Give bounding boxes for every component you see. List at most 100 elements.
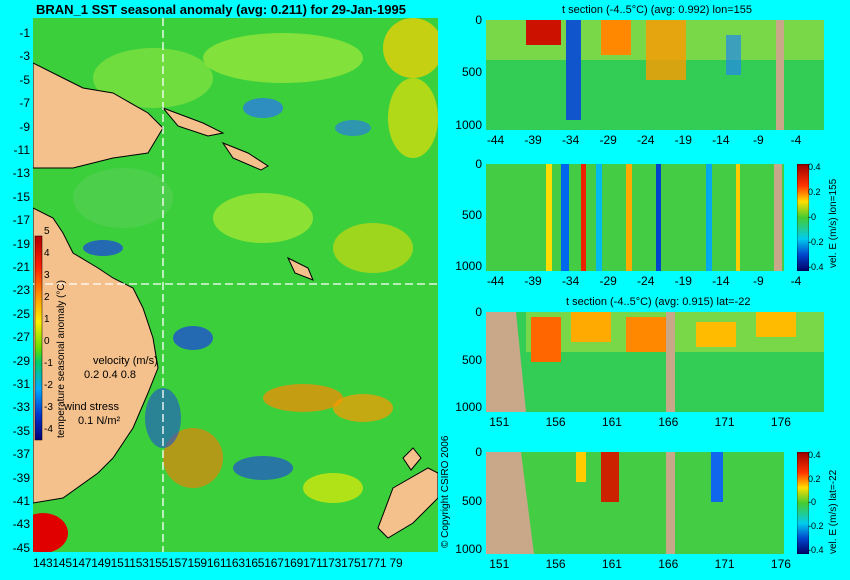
- section2-y-tick: 500: [461, 207, 482, 222]
- section4-x-tick: 156: [545, 557, 566, 571]
- section1-x-tick: -9: [753, 133, 764, 147]
- colorbar-tick: 0: [44, 336, 50, 347]
- section1-x-tick: -14: [712, 133, 730, 147]
- colorbar-tick: -3: [44, 402, 53, 413]
- section4-x-tick: 161: [601, 557, 622, 571]
- section2-x-tick: -34: [561, 274, 580, 288]
- colorbar-tick: -4: [44, 424, 53, 435]
- map-y-tick: -3: [19, 49, 30, 64]
- section2-colorbar-label: vel. E (m/s) lon=155: [828, 178, 839, 268]
- section1-x-tick: -34: [561, 133, 580, 147]
- map-y-tick: -11: [13, 143, 30, 157]
- map-colorbar: [34, 235, 43, 441]
- section2-x-tick: -14: [712, 274, 730, 288]
- wind-stress-scale: 0.1 N/m²: [78, 415, 121, 427]
- map-y-tick: -39: [12, 470, 30, 485]
- map-colorbar-ticks: 5 4 3 2 1 0 -1 -2 -3 -4: [44, 226, 64, 438]
- section4-y-tick: 1000: [455, 542, 482, 557]
- map-y-tick: -35: [12, 423, 30, 438]
- section1-x-tick: -19: [674, 133, 692, 147]
- section2-colorbar-tick: -0: [808, 211, 817, 222]
- section4-colorbar-tick: -0.4: [808, 544, 824, 555]
- section2-x-tick: -4: [790, 274, 802, 288]
- section3-x-tick: 151: [489, 415, 510, 429]
- colorbar-tick: -2: [44, 380, 53, 391]
- section4-plot: [486, 452, 784, 554]
- map-y-tick: -41: [12, 494, 30, 508]
- section3-x-tick: 171: [714, 415, 735, 429]
- section4-colorbar-tick: -0.2: [808, 521, 824, 532]
- section3-title: t section (-4..5°C) (avg: 0.915) lat=-22: [566, 296, 751, 308]
- colorbar-tick: 3: [44, 270, 50, 281]
- section1-plot: [486, 20, 824, 130]
- map-y-tick: -37: [12, 447, 30, 462]
- colorbar-label: temperature seasonal anomaly (°C): [56, 280, 67, 438]
- section2-x-tick: -19: [674, 274, 692, 288]
- map-title: BRAN_1 SST seasonal anomaly (avg: 0.211)…: [36, 2, 406, 17]
- section1-y-tick: 500: [461, 65, 482, 80]
- section1-x-tick: -39: [524, 133, 542, 147]
- map-y-tick: -7: [19, 96, 30, 111]
- map-y-tick: -13: [12, 166, 30, 181]
- section2-x-tick: -44: [486, 274, 505, 288]
- map-y-tick: -45: [12, 540, 30, 555]
- section2-x-tick: -29: [599, 274, 617, 288]
- sst-anomaly-patches: [18, 18, 443, 553]
- map-x-tick-labels: 1431451471491511531551571591611631651671…: [33, 556, 403, 570]
- map-y-tick: -27: [12, 330, 30, 345]
- colorbar-tick: -1: [44, 358, 53, 369]
- section3-x-tick: 166: [658, 415, 679, 429]
- section2-y-tick: 0: [475, 157, 482, 171]
- sst-map: [18, 18, 443, 553]
- section2-x-tick: -24: [637, 274, 655, 288]
- section4-x-tick: 176: [770, 557, 791, 571]
- map-y-tick: -29: [12, 353, 30, 368]
- section2-colorbar-tick: 0.2: [808, 186, 821, 197]
- map-y-tick: -25: [12, 306, 30, 321]
- section1-y-tick: 1000: [455, 117, 482, 132]
- map-y-tick: -33: [12, 400, 30, 415]
- section2-plot: [486, 164, 784, 271]
- section4-colorbar-tick: 0.4: [808, 450, 821, 460]
- map-y-tick: -21: [12, 260, 30, 274]
- map-y-tick: -17: [12, 213, 30, 228]
- section2-x-tick: -39: [524, 274, 542, 288]
- section3-y-tick: 500: [461, 352, 482, 367]
- section1-x-tick: -24: [637, 133, 655, 147]
- section1-x-tick: -4: [790, 133, 802, 147]
- section2-colorbar-tick: 0.4: [808, 162, 821, 172]
- section4-colorbar-label: vel. E (m/s) lat=-22: [828, 469, 839, 554]
- section2-colorbar-tick: -0.2: [808, 236, 824, 247]
- section3-x-tick: 176: [770, 415, 791, 429]
- section2-y-tick: 1000: [455, 258, 482, 273]
- map-y-tick: -23: [12, 283, 30, 298]
- section4-colorbar-tick: -0: [808, 497, 817, 508]
- map-y-tick: -43: [12, 517, 30, 532]
- section4-y-tick: 500: [461, 493, 482, 508]
- section3-plot: [486, 312, 824, 412]
- section1-y-tick: 0: [475, 13, 482, 27]
- section4-y-tick: 0: [475, 445, 482, 459]
- map-y-tick: -1: [19, 26, 30, 40]
- section2-colorbar-tick: -0.4: [808, 261, 824, 272]
- section4-x-tick: 151: [489, 557, 510, 571]
- section1-x-tick: -29: [599, 133, 617, 147]
- section3-y-tick: 1000: [455, 400, 482, 415]
- map-y-ticks: -1 -3 -5 -7 -9 -11 -13 -15 -17 -19 -21 -23 -25 -27 -29…: [0, 18, 33, 555]
- velocity-scale: 0.2 0.4 0.8: [84, 369, 136, 381]
- colorbar-tick: 2: [44, 292, 50, 303]
- section3-y-tick: 0: [475, 305, 482, 319]
- map-y-tick: -5: [19, 72, 30, 87]
- wind-stress-label: wind stress: [64, 401, 120, 413]
- map-y-tick: -31: [12, 377, 30, 391]
- map-y-tick: -19: [12, 236, 30, 251]
- section1-title: t section (-4..5°C) (avg: 0.992) lon=155: [562, 4, 752, 16]
- colorbar-tick: 1: [44, 314, 50, 325]
- map-y-tick: -9: [19, 119, 30, 134]
- colorbar-tick: 4: [44, 248, 50, 259]
- land-masses: [32, 62, 439, 539]
- section3-x-tick: 161: [601, 415, 622, 429]
- section4-colorbar-tick: 0.2: [808, 473, 821, 484]
- colorbar-tick: 5: [44, 226, 50, 237]
- section2-x-tick: -9: [753, 274, 764, 288]
